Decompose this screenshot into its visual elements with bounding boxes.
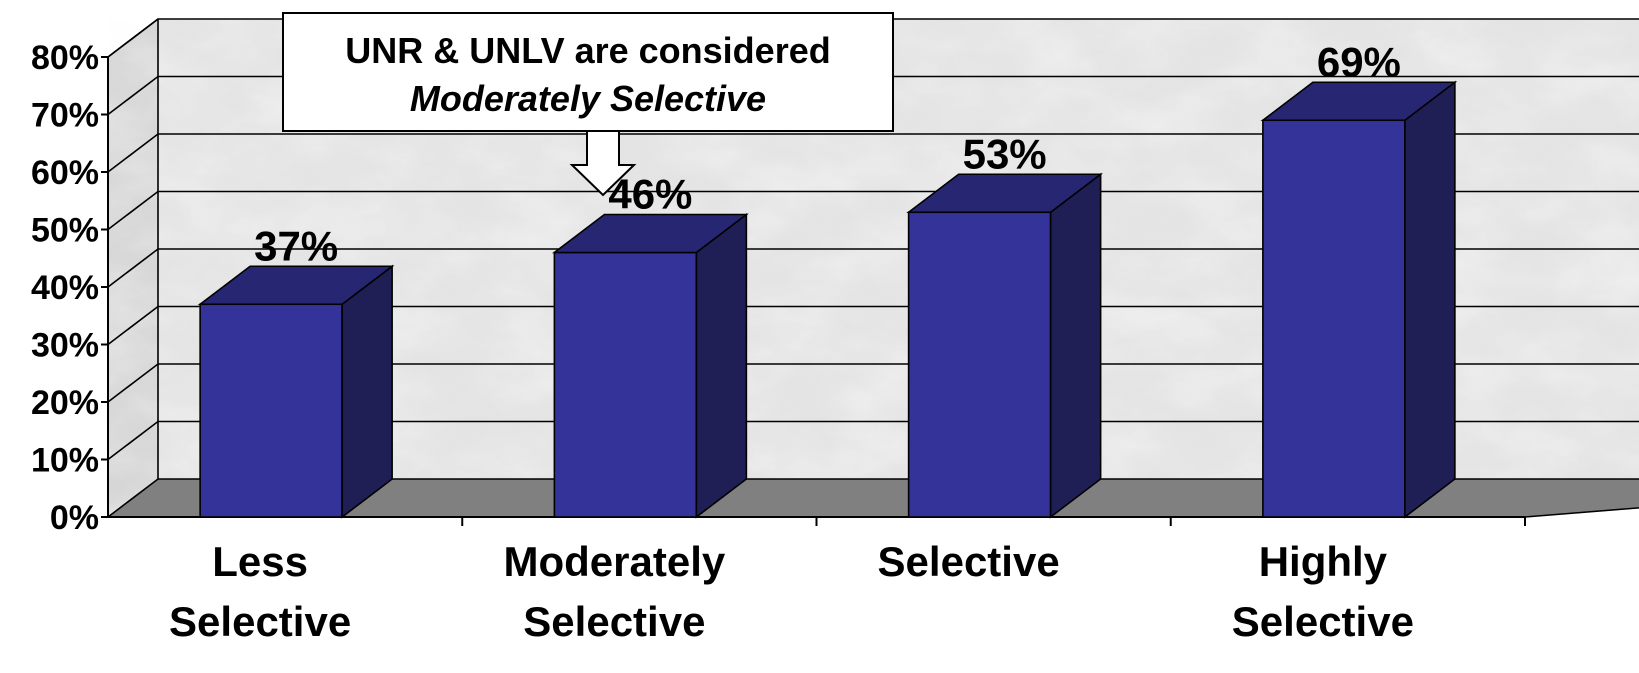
data-label: 46% (608, 171, 692, 218)
callout-line-2: Moderately Selective (410, 78, 766, 119)
x-tick-label: Selective (169, 598, 351, 645)
x-tick-label: Selective (523, 598, 705, 645)
bar-front (553, 251, 698, 518)
callout-box (282, 12, 894, 132)
bar-top (1260, 81, 1458, 122)
data-label: 69% (1317, 38, 1401, 85)
bar-side (341, 264, 393, 519)
top-edge (107, 18, 159, 58)
down-arrow-icon (569, 130, 637, 197)
y-tick-label: 50% (31, 212, 99, 250)
x-tick-label: Selective (1232, 598, 1414, 645)
y-tick-label: 60% (31, 154, 99, 192)
bar (197, 264, 395, 519)
callout: UNR & UNLV are considered Moderately Sele… (282, 12, 894, 197)
bar-front (907, 211, 1052, 518)
y-tick-label: 80% (31, 39, 99, 77)
bar-side (695, 212, 748, 519)
bar (906, 172, 1103, 519)
data-label: 37% (254, 222, 338, 269)
y-tick-label: 30% (31, 327, 99, 365)
bar-front (1262, 119, 1406, 518)
bars (197, 80, 1458, 519)
y-tick-label: 20% (31, 384, 99, 422)
y-tick-label: 10% (31, 442, 99, 480)
bar-side (1049, 172, 1102, 519)
bar (1260, 80, 1458, 519)
bar-top (906, 173, 1103, 214)
bar (552, 212, 749, 519)
callout-line-1: UNR & UNLV are considered (345, 30, 830, 71)
y-tick-label: 0% (50, 499, 99, 537)
x-tick-label: Moderately (504, 538, 726, 585)
x-tick-label: Less (212, 538, 308, 585)
data-label: 53% (963, 130, 1047, 177)
y-tick-label: 70% (31, 97, 99, 135)
bar-top (552, 213, 749, 254)
y-tick-label: 40% (31, 269, 99, 307)
x-tick-label: Selective (878, 538, 1060, 585)
axes: 0% 10% 20% 30% 40% 50% 60% 70% 80% (31, 18, 1526, 537)
bar-front (199, 303, 343, 518)
bar-side (1404, 80, 1456, 519)
x-tick-label: Highly (1259, 538, 1388, 585)
bar-top (197, 265, 395, 306)
data-labels: 37% Less Selective 46% Moderately Selective 53… (169, 38, 1414, 645)
